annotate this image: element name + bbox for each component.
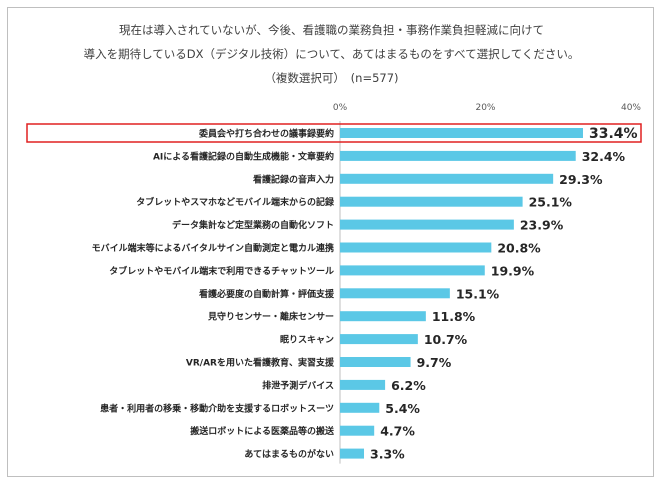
data-label: 9.7% [417,355,452,370]
chart-title-line-2: 導入を期待しているDX（デジタル技術）について、あてはまるものをすべて選択してく… [83,47,580,61]
data-label: 10.7% [424,332,468,347]
data-label: 29.3% [559,172,603,187]
bar [340,173,554,184]
bar [340,219,514,230]
category-label: 排泄予測デバイス [262,379,334,391]
data-label: 5.4% [385,401,420,416]
data-label: 15.1% [456,286,500,301]
category-label: モバイル端末等によるバイタルサイン自動測定と電カル連携 [92,242,334,254]
bar [340,448,365,459]
category-label: 搬送ロボットによる医薬品等の搬送 [190,425,335,437]
chart-title-line-3: （複数選択可） (n=577) [264,71,399,85]
chart-frame [7,7,654,477]
bar [340,150,576,161]
x-tick-label: 20% [475,103,495,113]
category-label: 看護必要度の自動計算・評価支援 [199,288,335,300]
bar [340,357,411,367]
highlight-box [26,123,642,143]
category-label: AIによる看護記録の自動生成機能・文章要約 [153,150,334,162]
bar [340,288,450,299]
data-label: 3.3% [370,447,405,462]
category-label: データ集計など定型業務の自動化ソフト [172,219,334,231]
bar [340,265,485,276]
category-label: 看護記録の音声入力 [253,173,334,185]
x-tick-label: 0% [333,103,348,113]
category-label: あてはまるものがない [244,448,334,460]
bar [340,311,426,322]
category-label: 委員会や打ち合わせの議事録要約 [198,128,334,140]
bar [340,425,375,436]
category-label: タブレットやスマホなどモバイル端末からの記録 [136,196,335,208]
category-label: 見守りセンサー・離床センサー [207,311,334,323]
x-tick-label: 40% [621,103,641,113]
data-label: 23.9% [520,218,564,233]
bar [340,402,380,413]
data-label: 25.1% [529,195,573,210]
category-label: 眠りスキャン [280,335,334,346]
bar [340,242,492,253]
data-label: 20.8% [497,241,541,256]
bar [340,379,386,390]
bar [340,196,523,207]
category-label: 患者・利用者の移乗・移動介助を支援するロボットスーツ [100,402,334,414]
category-label: タブレットやモバイル端末で利用できるチャットツール [109,265,334,277]
bar [340,128,583,138]
data-label: 6.2% [391,378,426,393]
data-label: 11.8% [432,309,476,324]
chart-title-line-1: 現在は導入されていないが、今後、看護職の業務負担・事務作業負担軽減に向けて [119,23,544,37]
data-label: 33.4% [589,126,638,142]
category-label: VR/ARを用いた看護教育、実習支援 [186,357,335,369]
data-label: 19.9% [491,263,535,278]
data-label: 32.4% [582,149,626,164]
bar [340,334,418,345]
data-label: 4.7% [380,424,415,439]
